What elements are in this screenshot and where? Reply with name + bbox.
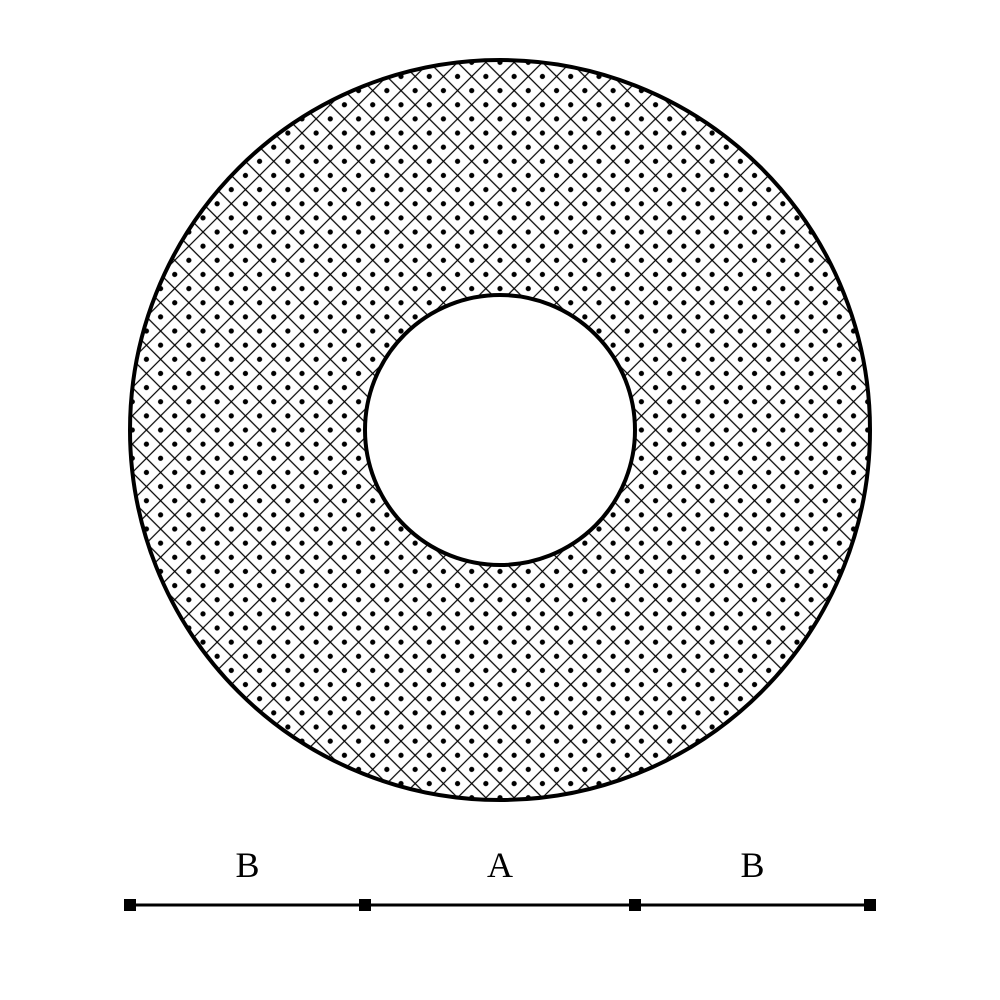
dimension-label-a: A xyxy=(487,844,513,886)
diagram-canvas: B A B xyxy=(0,0,1000,1000)
dimension-label-b-right: B xyxy=(740,844,764,886)
dimension-label-b-left: B xyxy=(235,844,259,886)
